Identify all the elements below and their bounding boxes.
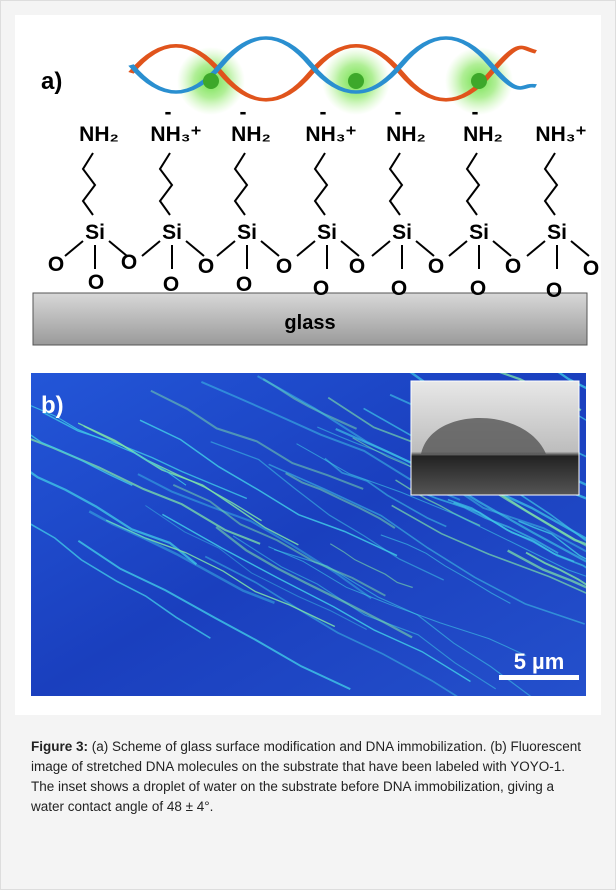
amine-label: NH₃⁺ <box>305 123 356 146</box>
amine-label: NH₃⁺ <box>150 123 201 146</box>
bond <box>449 241 467 256</box>
amine-label: NH₂ <box>79 123 119 146</box>
alkyl-chain <box>160 153 172 215</box>
si-atom: Si <box>162 221 182 244</box>
alkyl-chain <box>545 153 557 215</box>
figure: a) b) 5 µm glass NH₂SiNH₃⁺-SiNH₂-SiNH₃⁺-… <box>1 1 616 721</box>
page: a) b) 5 µm glass NH₂SiNH₃⁺-SiNH₂-SiNH₃⁺-… <box>0 0 616 890</box>
scale-bar <box>499 675 579 680</box>
bond <box>571 241 589 256</box>
bond <box>297 241 315 256</box>
o-atom: O <box>583 257 599 280</box>
o-atom: O <box>163 273 179 296</box>
si-atom: Si <box>547 221 567 244</box>
bond <box>186 241 204 256</box>
si-atom: Si <box>85 221 105 244</box>
bond <box>65 241 83 256</box>
charge: - <box>240 101 247 124</box>
si-atom: Si <box>392 221 412 244</box>
o-atom: O <box>391 277 407 300</box>
substrate-label: glass <box>284 312 335 334</box>
bond <box>493 241 511 256</box>
alkyl-chain <box>467 153 479 215</box>
o-atom: O <box>88 271 104 294</box>
si-atom: Si <box>237 221 257 244</box>
caption-label: Figure 3: <box>31 739 88 754</box>
amine-label: NH₂ <box>463 123 503 146</box>
bond <box>372 241 390 256</box>
bond <box>109 241 127 256</box>
o-atom: O <box>546 279 562 302</box>
o-atom: O <box>236 273 252 296</box>
o-atom: O <box>121 251 137 274</box>
charge: - <box>320 101 327 124</box>
alkyl-chain <box>83 153 95 215</box>
caption: Figure 3: (a) Scheme of glass surface mo… <box>31 737 589 817</box>
charge: - <box>165 101 172 124</box>
o-atom: O <box>276 255 292 278</box>
o-atom: O <box>349 255 365 278</box>
amine-label: NH₃⁺ <box>535 123 586 146</box>
bond <box>217 241 235 256</box>
si-atom: Si <box>469 221 489 244</box>
panel-label: b) <box>41 392 64 419</box>
alkyl-chain <box>390 153 402 215</box>
charge: - <box>395 101 402 124</box>
o-atom: O <box>313 277 329 300</box>
si-atom: Si <box>317 221 337 244</box>
alkyl-chain <box>235 153 247 215</box>
bond <box>341 241 359 256</box>
bond <box>261 241 279 256</box>
amine-label: NH₂ <box>386 123 426 146</box>
amine-label: NH₂ <box>231 123 271 146</box>
caption-text: (a) Scheme of glass surface modification… <box>31 739 581 814</box>
o-atom: O <box>505 255 521 278</box>
scale-bar-label: 5 µm <box>514 649 565 674</box>
bond <box>142 241 160 256</box>
o-atom: O <box>470 277 486 300</box>
bond <box>416 241 434 256</box>
charge: - <box>472 101 479 124</box>
alkyl-chain <box>315 153 327 215</box>
panel-label: a) <box>41 68 62 95</box>
o-atom: O <box>198 255 214 278</box>
o-atom: O <box>48 253 64 276</box>
bond <box>527 241 545 256</box>
o-atom: O <box>428 255 444 278</box>
